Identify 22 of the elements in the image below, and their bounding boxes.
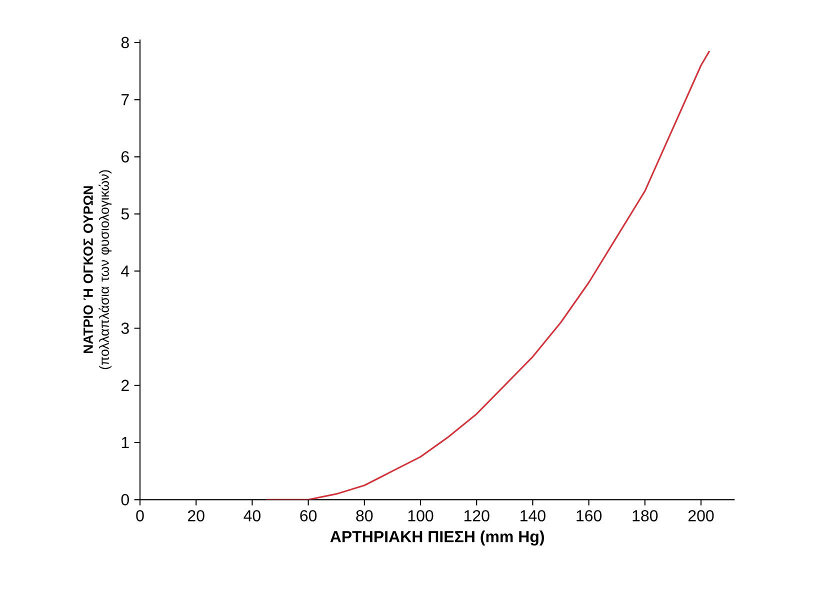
y-tick-label: 1 — [122, 437, 129, 448]
x-tick-label: 40 — [244, 510, 260, 522]
y-tick-label: 0 — [121, 494, 129, 506]
x-tick-label: 140 — [520, 510, 546, 522]
x-tick-label: 120 — [464, 510, 490, 522]
x-tick-label: 20 — [188, 510, 204, 522]
y-tick-label: 3 — [121, 322, 129, 334]
x-tick-label: 60 — [300, 510, 317, 522]
y-axis-title: ΝΑΤΡΙΟ Ή ΟΓΚΟΣ ΟΥΡΩΝ (πολλαπλάσια των φυσιολογικών) — [83, 170, 112, 370]
x-tick-label: 80 — [356, 510, 373, 522]
y-tick-label: 4 — [121, 266, 130, 277]
y-tick-label: 7 — [122, 94, 129, 106]
y-tick-label: 8 — [121, 36, 129, 48]
x-tick-label: 180 — [632, 510, 658, 522]
x-tick-label: 100 — [408, 510, 434, 522]
x-axis-title: ΑΡΤΗΡΙΑΚΗ ΠΙΕΣΗ (mm Hg) — [330, 530, 544, 546]
x-tick-label: 160 — [576, 510, 602, 522]
x-tick-label: 0 — [136, 510, 144, 522]
y-tick-label: 5 — [121, 208, 129, 220]
y-tick-label: 6 — [122, 151, 129, 162]
y-tick-label: 2 — [122, 380, 129, 391]
x-tick-label: 200 — [688, 510, 714, 522]
